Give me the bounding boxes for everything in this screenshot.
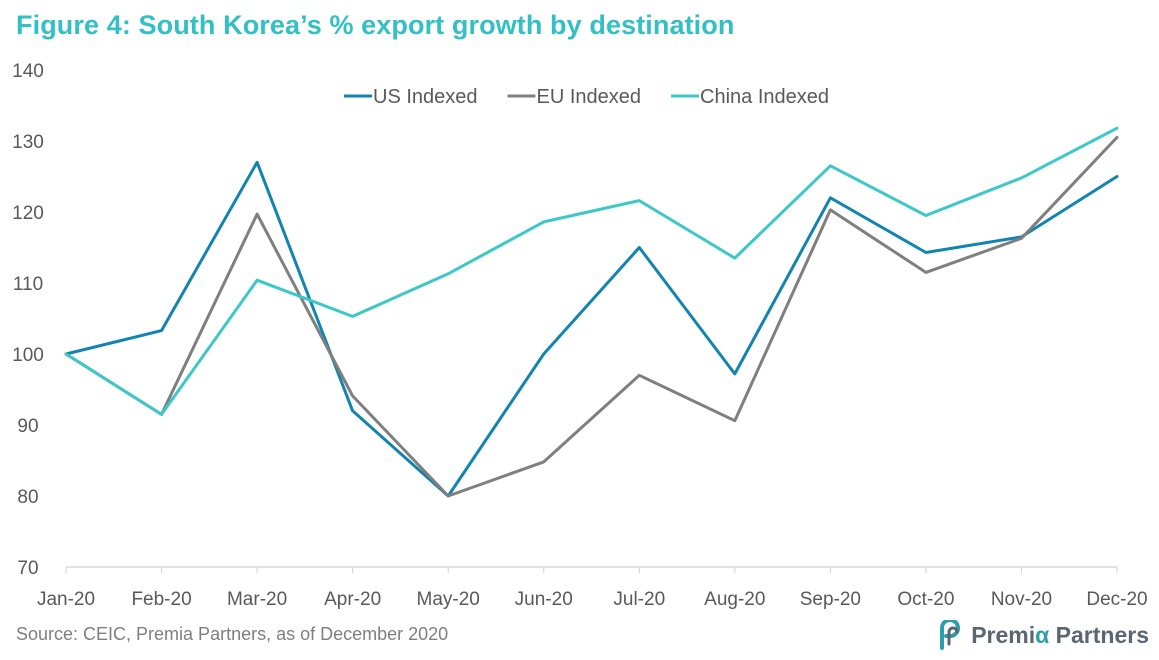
series-layer [64,126,1119,498]
x-tick-label: Dec-20 [1086,589,1147,610]
premia-logo-icon [940,620,961,650]
series-line-eu-indexed [64,135,1119,498]
legend: US Indexed EU Indexed China Indexed [344,86,829,108]
source-note: Source: CEIC, Premia Partners, as of Dec… [16,624,449,644]
x-tick-label: May-20 [417,589,480,610]
x-tick-label: Apr-20 [324,589,381,610]
y-tick-label: 100 [12,345,44,366]
y-tick-label: 110 [13,274,43,295]
axes: Jan-20 Feb-20 Mar-20 Apr-20 May-20 Jun-20 Jul-… [12,61,1147,610]
y-tick-label: 90 [17,416,38,437]
legend-label: China Indexed [700,86,829,108]
series-line-us-indexed [64,160,1119,498]
x-tick-label: Nov-20 [991,589,1052,610]
y-tick-label: 80 [17,487,38,508]
x-tick-label: Feb-20 [131,589,191,610]
x-tick-label: Sep-20 [800,589,861,610]
x-tick-label: Jul-20 [613,589,665,610]
x-tick-label: Oct-20 [897,589,954,610]
series-line-china-indexed [64,126,1119,416]
legend-label: US Indexed [373,86,478,108]
brand-name: Premiα Partners [971,621,1149,648]
x-tick-label: Jan-20 [37,589,95,610]
x-tick-label: Mar-20 [227,589,287,610]
x-tick-label: Jun-20 [515,589,573,610]
x-tick-label: Aug-20 [704,589,765,610]
y-tick-label: 130 [12,132,44,153]
y-tick-label: 70 [17,558,38,579]
y-tick-label: 120 [12,203,44,224]
y-tick-label: 140 [12,61,44,82]
chart-title: Figure 4: South Korea’s % export growth … [16,10,735,40]
brand-logo: Premiα Partners [937,620,1149,650]
legend-label: EU Indexed [537,86,642,108]
